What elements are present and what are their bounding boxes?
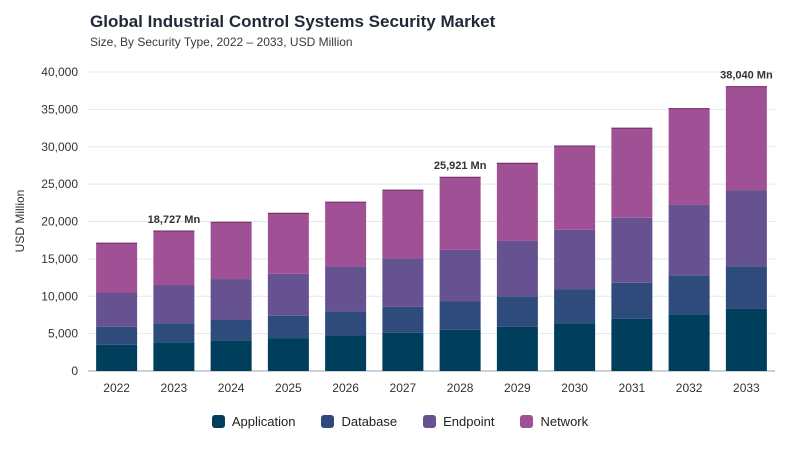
bar-segment-network-2027	[382, 190, 424, 259]
x-tick-label: 2031	[619, 381, 646, 395]
bar-segment-database-2033	[725, 266, 767, 309]
bar-segment-endpoint-2022	[96, 292, 138, 327]
legend-item-application: Application	[211, 414, 296, 429]
bar-segment-endpoint-2032	[668, 204, 710, 276]
bar-segment-database-2023	[153, 323, 195, 343]
bar-segment-network-2029	[496, 163, 538, 241]
bar-segment-database-2025	[267, 315, 309, 339]
y-tick-label: 30,000	[41, 140, 78, 154]
y-tick-label: 25,000	[41, 177, 78, 191]
y-tick-label: 40,000	[41, 65, 78, 79]
bar-segment-database-2024	[210, 319, 252, 341]
y-tick-label: 10,000	[41, 289, 78, 303]
x-tick-label: 2030	[561, 381, 588, 395]
bar-segment-application-2033	[725, 308, 767, 371]
bar-segment-endpoint-2028	[439, 249, 481, 302]
bar-segment-endpoint-2026	[325, 266, 367, 312]
bar-segment-network-2033	[725, 86, 767, 191]
legend-swatch	[211, 415, 225, 428]
bar-segment-application-2027	[382, 332, 424, 371]
x-tick-label: 2023	[161, 381, 188, 395]
bar-segment-endpoint-2030	[554, 229, 596, 290]
y-tick-label: 5,000	[48, 327, 78, 341]
legend-item-network: Network	[520, 414, 588, 429]
bar-segment-endpoint-2023	[153, 285, 195, 324]
bar-segment-application-2032	[668, 314, 710, 371]
bar-segment-database-2022	[96, 326, 138, 345]
y-tick-label: 0	[71, 364, 78, 378]
bar-segment-database-2027	[382, 306, 424, 333]
total-annotation: 18,727 Mn	[148, 214, 201, 226]
legend-label: Network	[540, 414, 589, 429]
bar-segment-endpoint-2025	[267, 273, 309, 316]
y-tick-label: 15,000	[41, 252, 78, 266]
bar-segment-network-2023	[153, 231, 195, 286]
legend-swatch	[321, 415, 335, 428]
x-tick-label: 2033	[733, 381, 760, 395]
x-tick-label: 2027	[390, 381, 417, 395]
bar-segment-application-2024	[210, 340, 252, 371]
bar-segment-network-2030	[554, 146, 596, 230]
bar-segment-database-2029	[496, 296, 538, 327]
bar-segment-application-2030	[554, 323, 596, 371]
y-tick-label: 20,000	[41, 215, 78, 229]
total-annotation: 25,921 Mn	[434, 160, 487, 172]
legend-swatch	[520, 415, 534, 428]
bar-segment-network-2031	[611, 128, 653, 218]
chart-title: Global Industrial Control Systems Securi…	[90, 12, 496, 31]
bar-segment-network-2032	[668, 108, 710, 205]
x-tick-label: 2029	[504, 381, 531, 395]
legend-item-database: Database	[321, 414, 397, 429]
bar-segment-database-2028	[439, 301, 481, 330]
bar-segment-network-2028	[439, 177, 481, 250]
bar-segment-network-2022	[96, 243, 138, 293]
legend-item-endpoint: Endpoint	[423, 414, 494, 429]
x-tick-label: 2025	[275, 381, 302, 395]
x-tick-label: 2032	[676, 381, 703, 395]
legend-label: Application	[231, 414, 296, 429]
bar-segment-database-2031	[611, 282, 653, 319]
bar-segment-endpoint-2031	[611, 217, 653, 283]
bar-segment-application-2025	[267, 338, 309, 371]
bar-segment-endpoint-2027	[382, 258, 424, 307]
x-tick-label: 2024	[218, 381, 245, 395]
y-tick-label: 35,000	[41, 102, 78, 116]
bar-segment-network-2025	[267, 213, 309, 274]
bar-segment-database-2032	[668, 275, 710, 315]
bar-segment-application-2031	[611, 318, 653, 371]
total-annotation: 38,040 Mn	[720, 70, 773, 82]
bar-segment-network-2024	[210, 222, 252, 280]
x-tick-label: 2022	[103, 381, 130, 395]
legend-label: Database	[341, 414, 398, 429]
bar-segment-application-2022	[96, 344, 138, 371]
bar-segment-network-2026	[325, 202, 367, 267]
bar-segment-application-2023	[153, 342, 195, 371]
x-tick-label: 2026	[332, 381, 359, 395]
legend-label: Endpoint	[443, 414, 495, 429]
bar-segment-application-2029	[496, 326, 538, 371]
bar-segment-endpoint-2029	[496, 240, 538, 297]
bar-segment-database-2026	[325, 311, 367, 336]
x-tick-label: 2028	[447, 381, 474, 395]
chart-subtitle: Size, By Security Type, 2022 – 2033, USD…	[90, 35, 353, 49]
legend-swatch	[423, 415, 437, 428]
bar-segment-application-2026	[325, 335, 367, 371]
bar-segment-endpoint-2033	[725, 190, 767, 267]
bar-segment-application-2028	[439, 329, 481, 371]
bar-segment-endpoint-2024	[210, 279, 252, 320]
chart-legend: Application Database Endpoint Network	[0, 414, 800, 429]
y-axis-label: USD Million	[13, 190, 27, 253]
bar-segment-database-2030	[554, 289, 596, 324]
